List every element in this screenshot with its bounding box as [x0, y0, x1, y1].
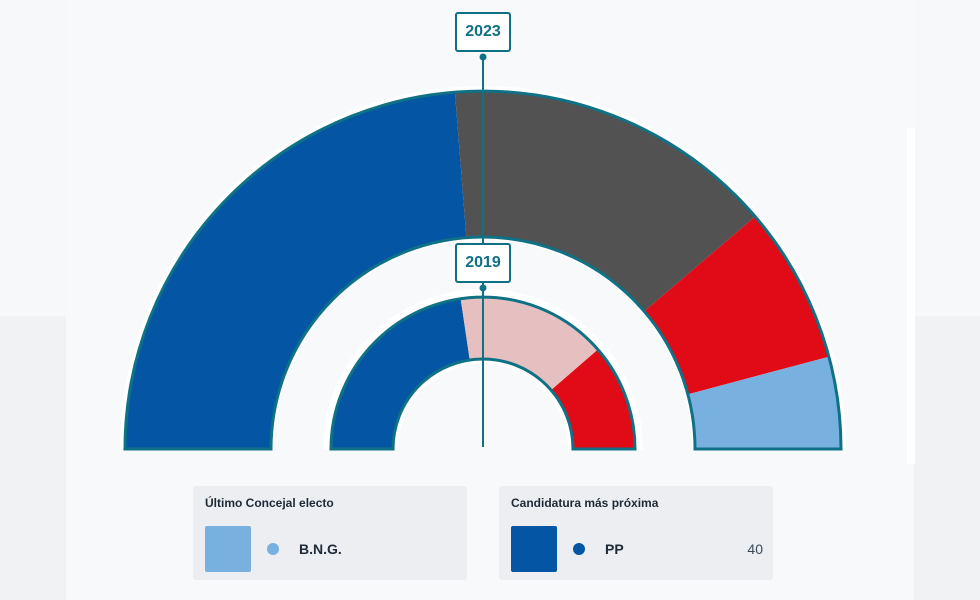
outer-ring-segment[interactable] [644, 216, 829, 395]
last-elected-card: Último Concejal electo B.N.G. [193, 486, 467, 580]
outer-ring-outline [123, 89, 843, 451]
next-candidate-party: PP [605, 541, 624, 557]
next-candidate-title: Candidatura más próxima [511, 496, 659, 510]
inner-ring-outline [329, 295, 637, 451]
next-candidate-card: Candidatura más próxima PP 40 [499, 486, 773, 580]
inner-ring-segment[interactable] [331, 298, 470, 449]
year-label-2019[interactable]: 2019 [455, 243, 511, 283]
year-2019-marker-dot [479, 284, 487, 292]
outer-ring-segment[interactable] [454, 91, 756, 312]
outer-ring-segment[interactable] [125, 92, 467, 450]
last-elected-title: Último Concejal electo [205, 496, 334, 510]
next-candidate-dot-icon [573, 543, 585, 555]
year-label-2023[interactable]: 2023 [455, 12, 511, 52]
outer-ring-segment[interactable] [687, 356, 841, 449]
next-candidate-votes: 40 [747, 541, 763, 557]
last-elected-swatch [205, 526, 251, 572]
last-elected-dot-icon [267, 543, 279, 555]
last-elected-party: B.N.G. [299, 541, 342, 557]
year-2023-text: 2023 [465, 23, 501, 40]
year-2019-text: 2019 [465, 254, 501, 271]
background-strip [907, 128, 915, 464]
year-2023-marker-dot [479, 53, 487, 61]
next-candidate-swatch [511, 526, 557, 572]
